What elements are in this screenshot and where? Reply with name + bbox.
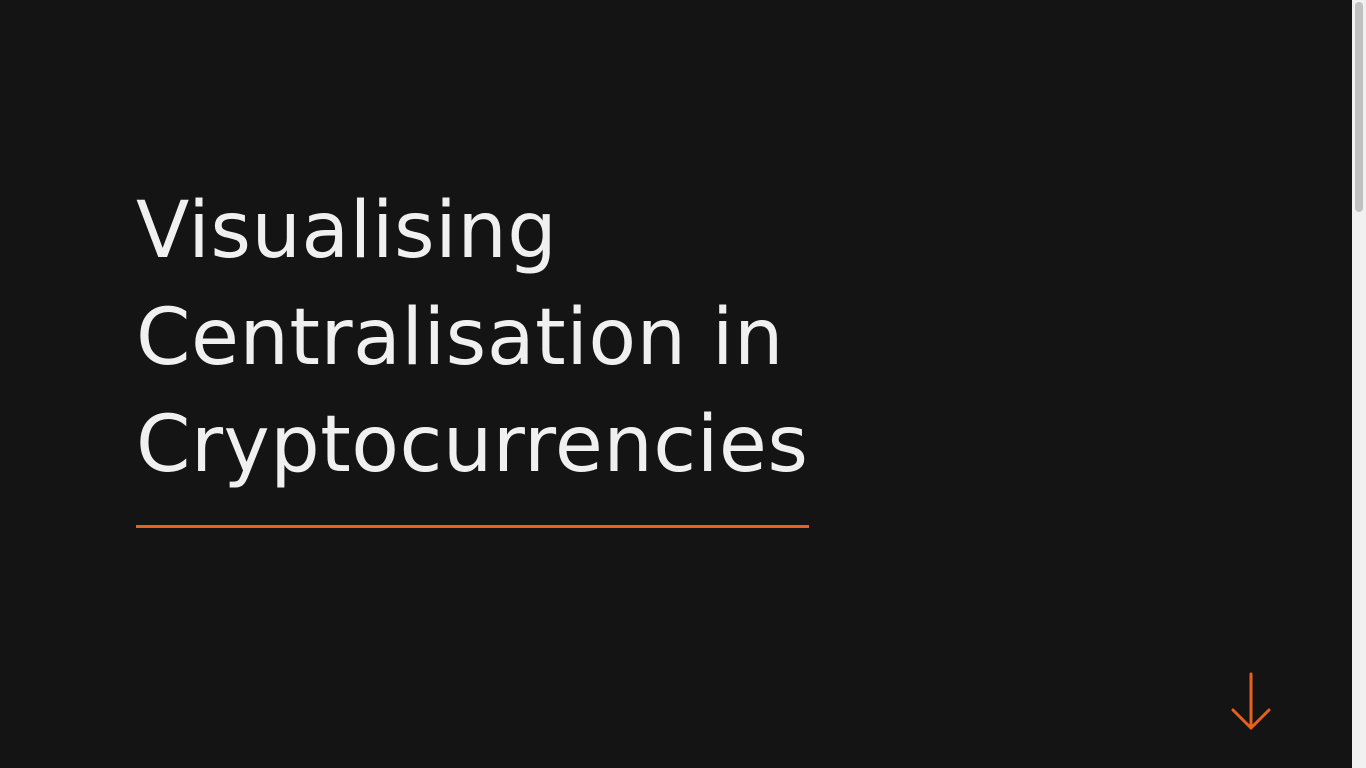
page-title: Visualising Centralisation in Cryptocurr… — [136, 178, 809, 528]
arrow-down-icon — [1231, 672, 1271, 730]
scrollbar-thumb[interactable] — [1355, 2, 1363, 212]
title-line-2: Centralisation in — [136, 293, 784, 383]
scroll-down-button[interactable] — [1229, 672, 1273, 732]
title-line-3: Cryptocurrencies — [136, 400, 809, 490]
vertical-scrollbar[interactable] — [1352, 0, 1366, 768]
title-line-1: Visualising — [136, 186, 558, 276]
